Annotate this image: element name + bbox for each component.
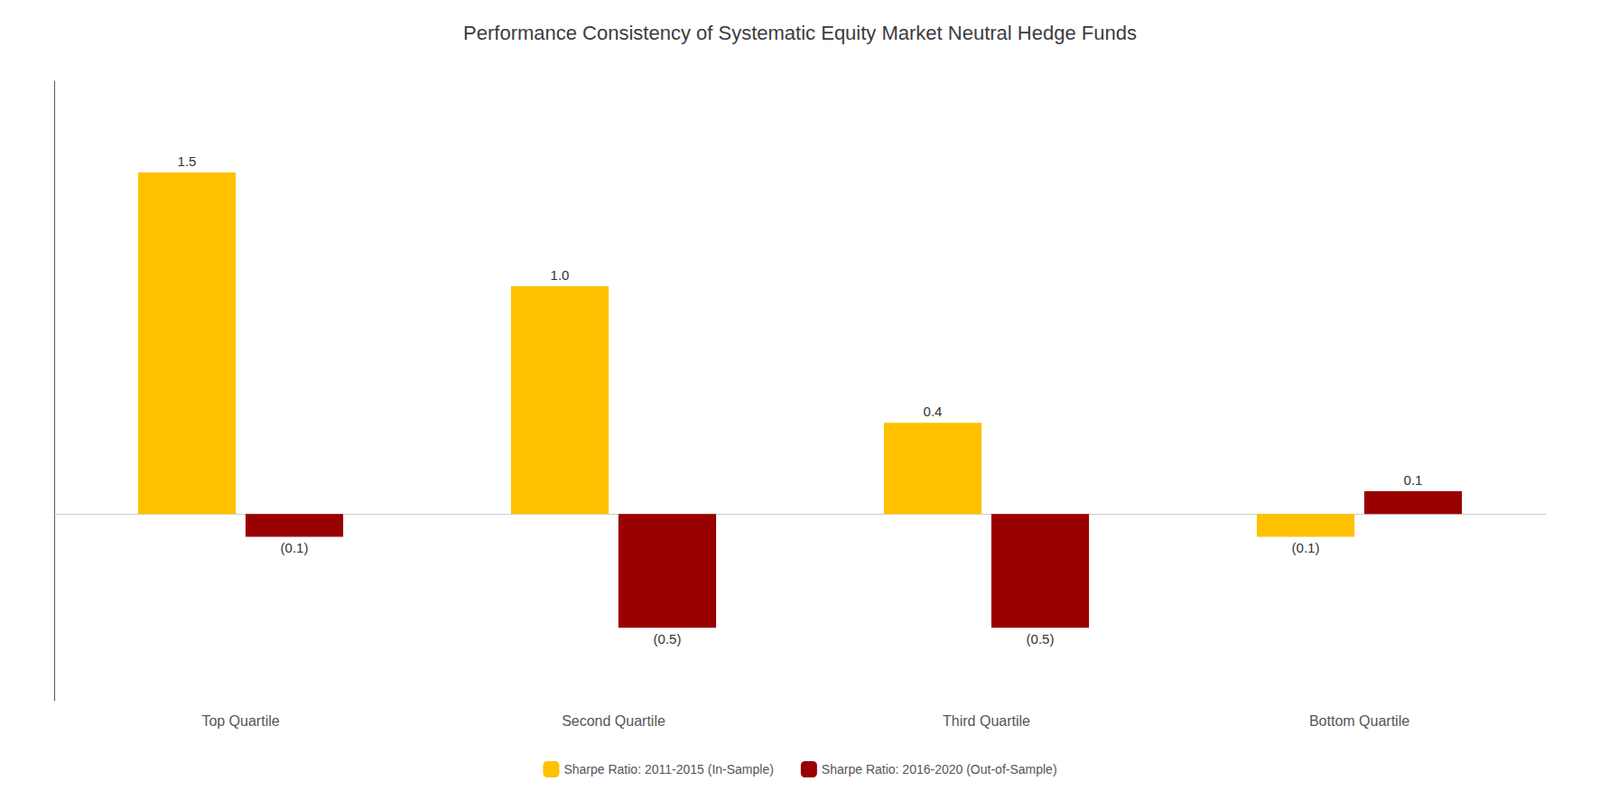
svg-text:1.5: 1.5 bbox=[177, 153, 197, 169]
svg-text:Second Quartile: Second Quartile bbox=[561, 713, 666, 729]
svg-text:(0.1): (0.1) bbox=[1292, 539, 1321, 556]
svg-text:Third Quartile: Third Quartile bbox=[942, 713, 1031, 729]
svg-text:1.0: 1.0 bbox=[550, 267, 570, 283]
svg-text:Performance Consistency of Sys: Performance Consistency of Systematic Eq… bbox=[463, 21, 1137, 45]
svg-text:Sharpe Ratio: 2011-2015 (In-Sa: Sharpe Ratio: 2011-2015 (In-Sample) bbox=[563, 762, 773, 777]
svg-text:Sharpe Ratio: 2016-2020 (Out-o: Sharpe Ratio: 2016-2020 (Out-of-Sample) bbox=[821, 762, 1058, 777]
svg-text:(0.5): (0.5) bbox=[1026, 631, 1055, 647]
svg-text:0.1: 0.1 bbox=[1404, 472, 1424, 488]
svg-text:(0.5): (0.5) bbox=[653, 631, 682, 647]
svg-text:0.4: 0.4 bbox=[923, 403, 943, 419]
svg-text:Bottom Quartile: Bottom Quartile bbox=[1309, 713, 1410, 729]
svg-text:(0.1): (0.1) bbox=[280, 539, 309, 556]
svg-text:Top Quartile: Top Quartile bbox=[201, 713, 280, 729]
